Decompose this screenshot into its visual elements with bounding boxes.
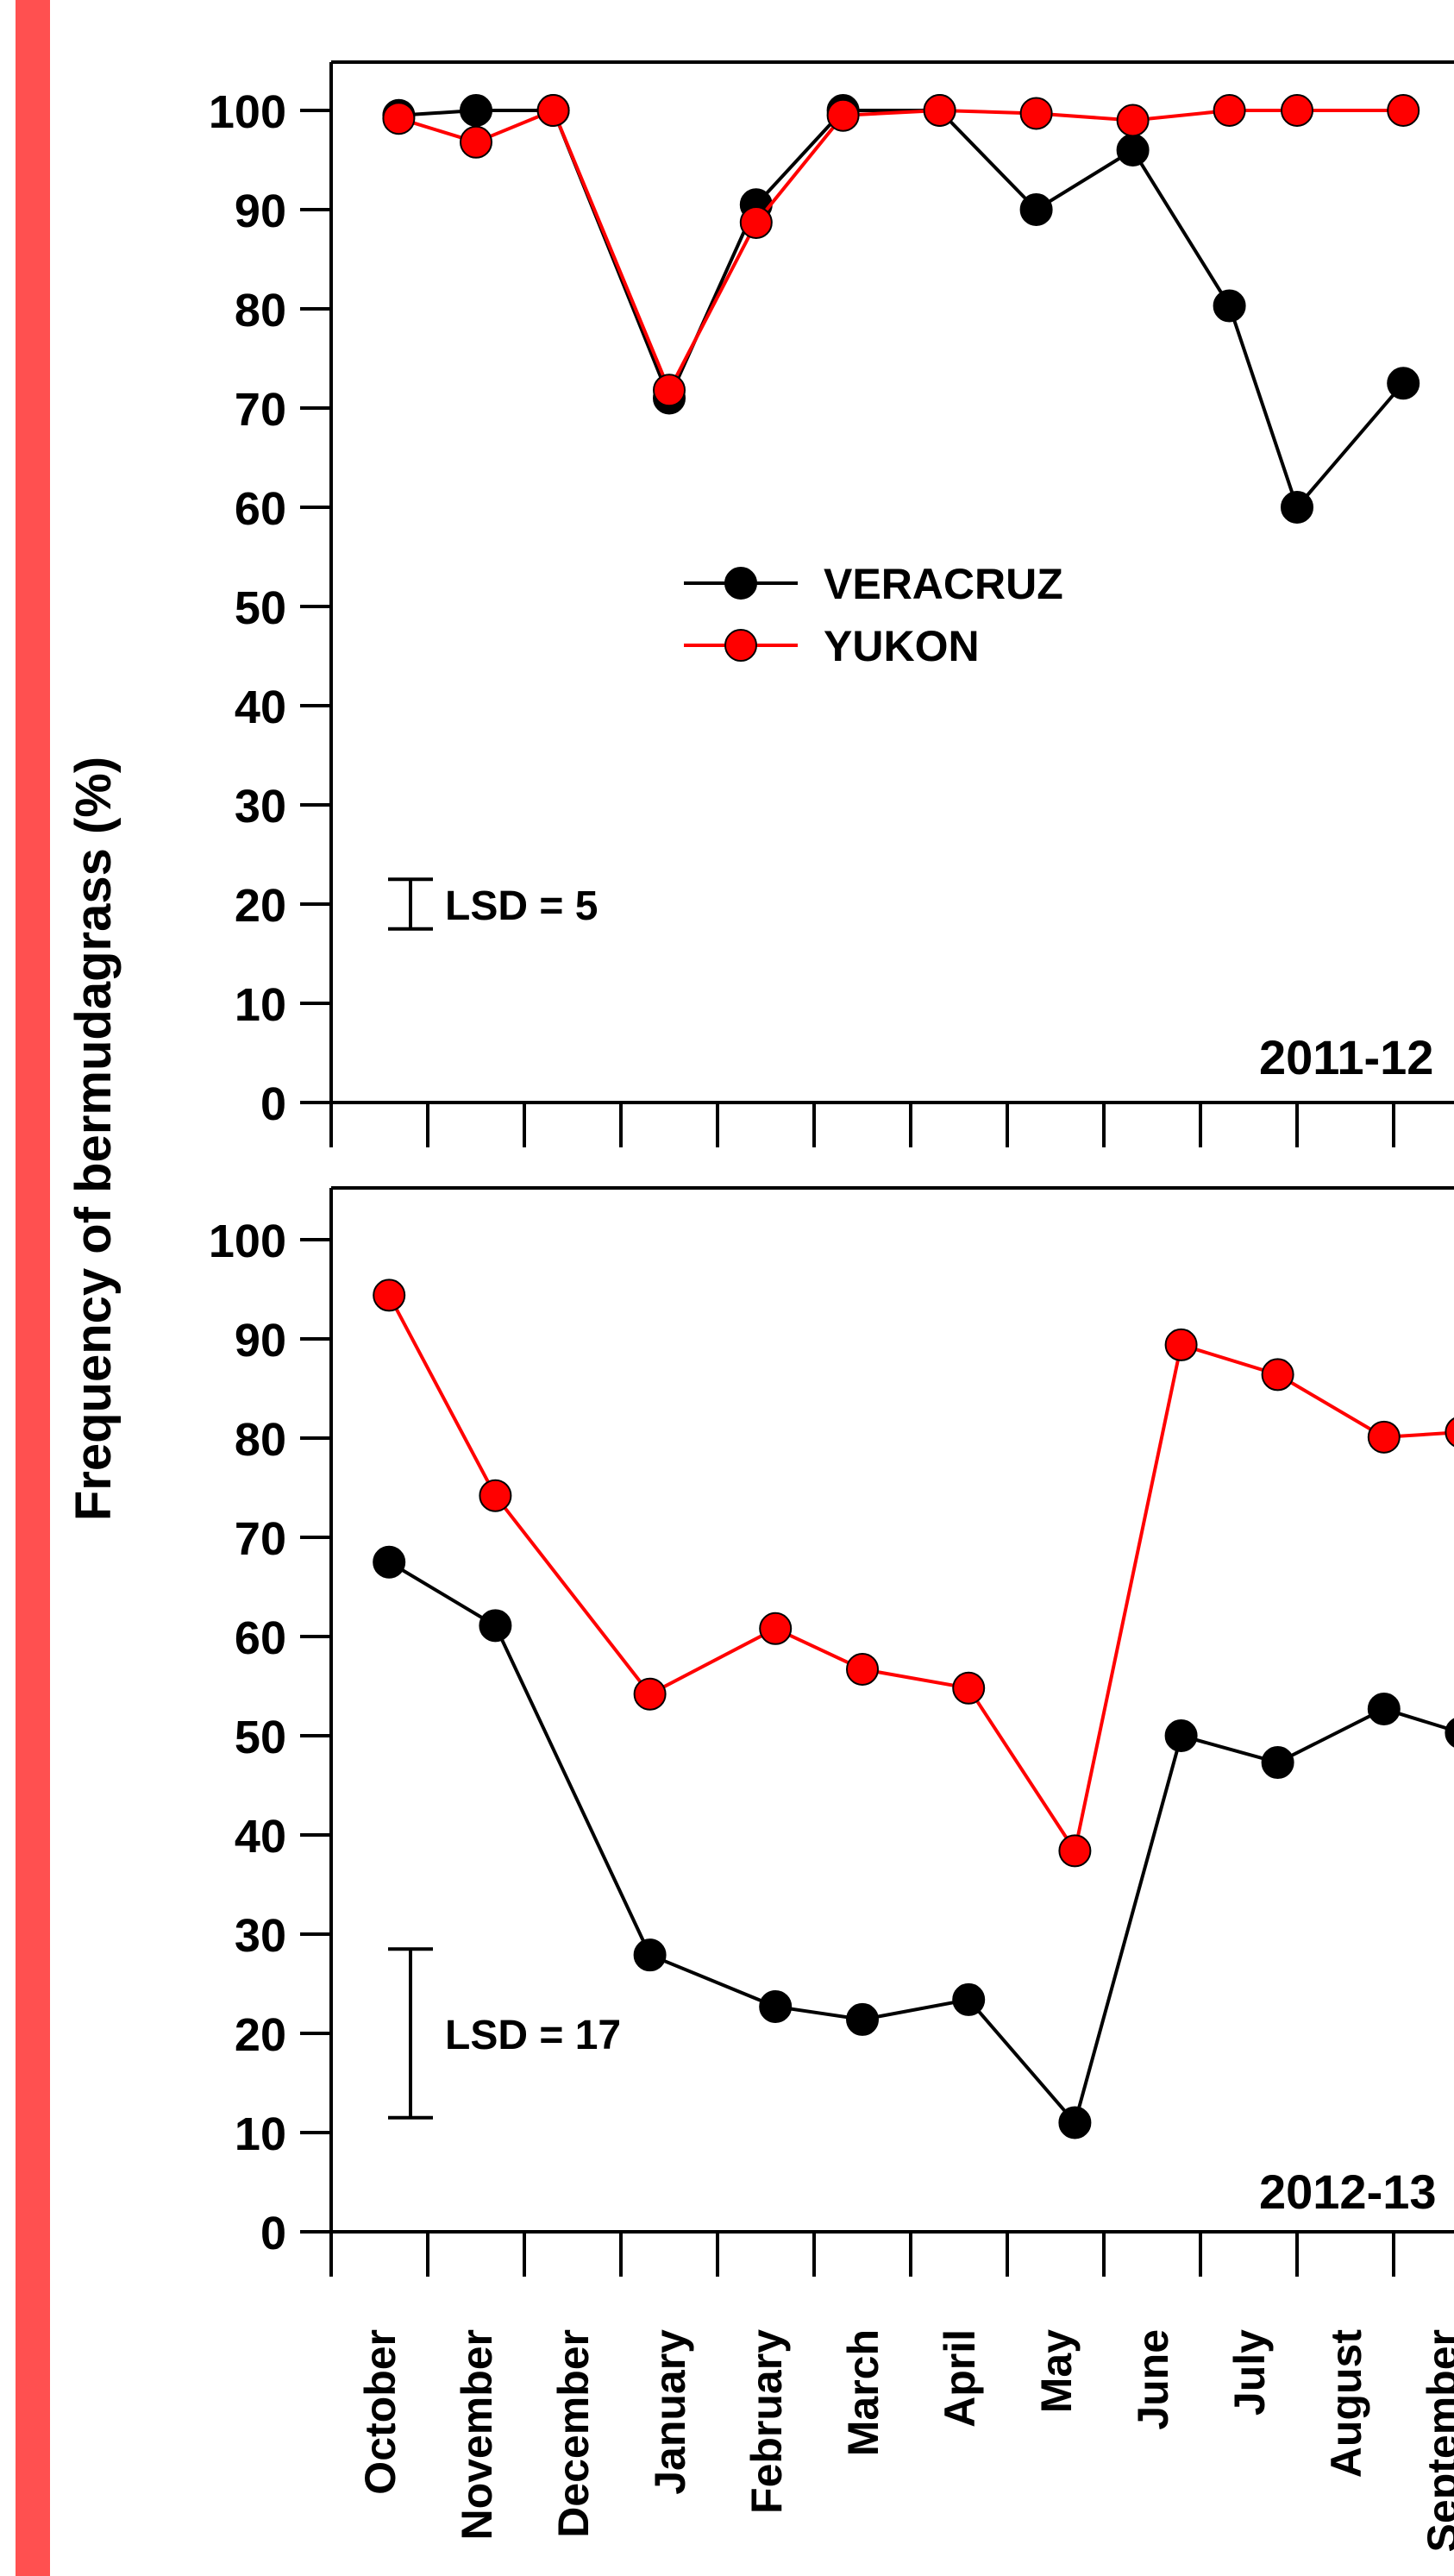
month-label: March: [839, 2329, 887, 2456]
legend-label: VERACRUZ: [824, 560, 1063, 608]
y-tick-label: 20: [235, 2009, 286, 2061]
series-line-yukon: [387, 1294, 1454, 1856]
data-point-yukon: [1019, 97, 1053, 130]
y-tick-label: 90: [235, 1315, 286, 1367]
y-tick-label: 10: [235, 979, 286, 1031]
y-tick-label: 50: [235, 1712, 286, 1763]
month-axis-labels: October November December January February Ma…: [356, 2329, 1454, 2553]
y-tick-label: 80: [235, 1414, 286, 1466]
legend-label: YUKON: [824, 622, 980, 670]
y-tick-label: 50: [235, 582, 286, 634]
y-tick-label: 100: [209, 1216, 286, 1267]
data-point-veracruz: [460, 94, 492, 127]
month-label: July: [1225, 2329, 1274, 2416]
y-tick-label: 70: [235, 384, 286, 436]
data-point-veracruz: [1445, 1718, 1454, 1748]
panel-2012-13: 0 10 20 30 40 50 60 70 80 90 100 LSD = 17 2012-13: [209, 1186, 1454, 2277]
y-tick-label: 0: [260, 1078, 286, 1130]
data-point-yukon: [479, 1479, 512, 1512]
month-label: August: [1322, 2329, 1370, 2479]
month-label: May: [1032, 2329, 1081, 2413]
y-tick-label: 90: [235, 185, 286, 237]
data-point-yukon: [1445, 1417, 1454, 1448]
y-tick-label: 0: [260, 2208, 286, 2259]
data-point-yukon: [739, 205, 773, 239]
data-point-yukon: [1116, 104, 1150, 137]
data-point-yukon: [952, 1671, 986, 1705]
y-tick-label: 40: [235, 1811, 286, 1863]
data-point-yukon: [1387, 94, 1420, 127]
data-point-veracruz: [1387, 367, 1420, 400]
data-point-yukon: [1058, 1834, 1092, 1868]
data-point-yukon: [653, 374, 686, 407]
lsd-label: LSD = 17: [445, 2013, 621, 2058]
data-point-yukon: [633, 1677, 667, 1711]
month-label: November: [453, 2329, 501, 2541]
y-axis-label: Frequency of bermudagrass (%): [66, 757, 122, 1521]
y-tick-label: 30: [235, 781, 286, 832]
data-point-veracruz: [1281, 491, 1313, 524]
data-point-yukon: [1213, 94, 1246, 127]
y-tick-label: 60: [235, 1612, 286, 1664]
data-point-veracruz: [846, 2002, 879, 2036]
data-point-yukon: [1281, 94, 1313, 127]
month-label: September: [1419, 2329, 1454, 2552]
legend: VERACRUZ YUKON: [684, 560, 1063, 670]
data-point-yukon: [759, 1612, 793, 1645]
data-point-veracruz: [373, 1545, 406, 1579]
data-point-veracruz: [1019, 193, 1053, 226]
month-label: October: [356, 2329, 404, 2495]
data-point-veracruz: [759, 1989, 793, 2023]
data-point-yukon: [382, 102, 416, 135]
panel-year-label: 2012-13: [1259, 2164, 1437, 2219]
data-point-veracruz: [633, 1938, 667, 1972]
series-line-veracruz: [398, 109, 1405, 511]
month-label: February: [743, 2329, 791, 2514]
data-point-veracruz: [1058, 2106, 1092, 2139]
panel-2011-12: 0 10 20 30 40 50 60 70 80 90 100 LSD = 5 2011-12 VERA…: [209, 60, 1454, 1147]
lsd-label: LSD = 5: [445, 883, 598, 929]
data-point-yukon: [373, 1279, 406, 1312]
data-point-yukon: [1261, 1358, 1294, 1392]
y-tick-label: 80: [235, 285, 286, 336]
data-point-veracruz: [1261, 1746, 1294, 1780]
y-tick-label: 30: [235, 1910, 286, 1962]
panel-year-label: 2011-12: [1259, 1030, 1433, 1084]
y-tick-label: 70: [235, 1513, 286, 1565]
y-tick-label: 20: [235, 880, 286, 932]
data-point-veracruz: [479, 1609, 512, 1643]
data-point-yukon: [1164, 1328, 1198, 1361]
y-tick-label: 40: [235, 682, 286, 733]
month-label: June: [1129, 2329, 1177, 2430]
data-point-veracruz: [1367, 1692, 1401, 1725]
month-label: January: [646, 2329, 694, 2495]
y-tick-label: 60: [235, 483, 286, 535]
accent-side-bar: [16, 0, 50, 2576]
data-point-yukon: [846, 1652, 879, 1686]
y-tick-label: 100: [209, 86, 286, 138]
data-point-veracruz: [952, 1982, 986, 2016]
data-point-yukon: [460, 125, 492, 159]
month-label: December: [549, 2329, 598, 2538]
data-point-yukon: [1367, 1420, 1401, 1454]
data-point-veracruz: [1164, 1719, 1198, 1752]
month-label: April: [936, 2329, 984, 2428]
data-point-yukon: [536, 94, 570, 127]
data-point-veracruz: [1213, 289, 1246, 323]
data-point-veracruz: [1116, 134, 1150, 166]
series-line-yukon: [398, 108, 1404, 395]
legend-marker: [724, 629, 757, 662]
y-tick-label: 10: [235, 2108, 286, 2160]
data-point-yukon: [923, 94, 956, 127]
data-point-yukon: [826, 98, 860, 132]
legend-marker: [724, 567, 757, 600]
